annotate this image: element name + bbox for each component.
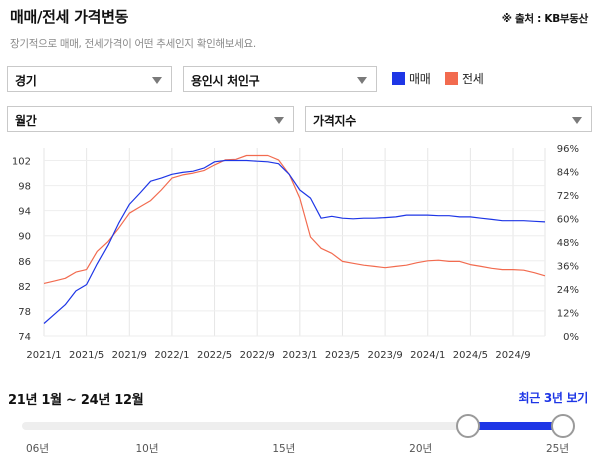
page-subtitle: 장기적으로 매매, 전세가격이 어떤 추세인지 확인해보세요. — [10, 38, 256, 50]
y-tick-label-right: 48% — [557, 238, 579, 249]
range-slider-start-handle[interactable] — [456, 414, 480, 438]
series-line-maemae — [43, 159, 546, 324]
legend-label: 매매 — [409, 72, 431, 86]
range-slider-tick-label: 10년 — [135, 443, 159, 455]
range-slider-track[interactable] — [22, 422, 564, 430]
period-select-value: 월간 — [15, 114, 37, 128]
x-tick-label: 2024/5 — [453, 350, 488, 361]
x-tick-label: 2023/1 — [282, 350, 317, 361]
region-select[interactable]: 경기 — [7, 66, 172, 92]
recent-3-years-button[interactable]: 최근 3년 보기 — [518, 391, 588, 405]
y-tick-label-right: 60% — [557, 215, 579, 226]
metric-select[interactable]: 가격지수 — [305, 106, 592, 132]
range-slider-fill — [468, 422, 564, 430]
y-tick-label-left: 74 — [18, 332, 31, 343]
period-select[interactable]: 월간 — [7, 106, 294, 132]
y-tick-label-right: 24% — [557, 285, 579, 296]
legend-swatch-icon — [445, 72, 458, 85]
y-tick-label-right: 0% — [563, 332, 579, 343]
city-select[interactable]: 용인시 처인구 — [183, 66, 377, 92]
x-tick-label: 2021/1 — [26, 350, 61, 361]
y-tick-label-left: 102 — [12, 157, 31, 168]
region-select-value: 경기 — [15, 74, 37, 88]
x-tick-label: 2022/1 — [154, 350, 189, 361]
range-slider-tick-label: 25년 — [546, 443, 570, 455]
page-title: 매매/전세 가격변동 — [10, 8, 129, 26]
y-tick-label-right: 12% — [557, 309, 579, 320]
y-tick-label-left: 86 — [18, 257, 31, 268]
x-tick-label: 2021/5 — [69, 350, 104, 361]
x-tick-label: 2021/9 — [112, 350, 147, 361]
x-tick-label: 2023/5 — [325, 350, 360, 361]
y-tick-label-right: 72% — [557, 191, 579, 202]
range-label: 21년 1월 ~ 24년 12월 — [8, 393, 144, 408]
series-line-jeonse — [43, 154, 546, 284]
metric-select-value: 가격지수 — [313, 114, 356, 128]
y-tick-label-left: 82 — [18, 282, 31, 293]
price-chart: 2021/1 2021/5 2021/9 2022/1 2022/5 2022/9 2023… — [12, 144, 579, 361]
y-tick-label-right: 96% — [557, 144, 579, 155]
range-slider-end-handle[interactable] — [551, 414, 575, 438]
chevron-down-icon — [357, 77, 367, 84]
y-tick-label-left: 78 — [18, 307, 31, 318]
y-tick-label-left: 90 — [18, 232, 31, 243]
source-note: ※ 출처 : KB부동산 — [501, 13, 589, 25]
range-slider-tick-label: 06년 — [26, 443, 50, 455]
legend-swatch-icon — [392, 72, 405, 85]
y-tick-label-left: 98 — [18, 182, 31, 193]
x-tick-label: 2022/9 — [240, 350, 275, 361]
x-tick-label: 2023/9 — [368, 350, 403, 361]
legend-label: 전세 — [462, 72, 484, 86]
x-tick-label: 2024/9 — [495, 350, 530, 361]
x-tick-label: 2022/5 — [197, 350, 232, 361]
y-tick-label-left: 94 — [18, 207, 31, 218]
y-tick-label-right: 36% — [557, 262, 579, 273]
legend-item-jeonse[interactable]: 전세 — [445, 70, 484, 87]
city-select-value: 용인시 처인구 — [191, 74, 260, 88]
x-tick-label: 2024/1 — [410, 350, 445, 361]
range-slider-tick-label: 20년 — [409, 443, 433, 455]
y-tick-label-right: 84% — [557, 168, 579, 179]
chevron-down-icon — [274, 117, 284, 124]
range-slider-tick-label: 15년 — [272, 443, 296, 455]
chevron-down-icon — [152, 77, 162, 84]
chevron-down-icon — [572, 117, 582, 124]
legend-item-maemae[interactable]: 매매 — [392, 70, 431, 87]
